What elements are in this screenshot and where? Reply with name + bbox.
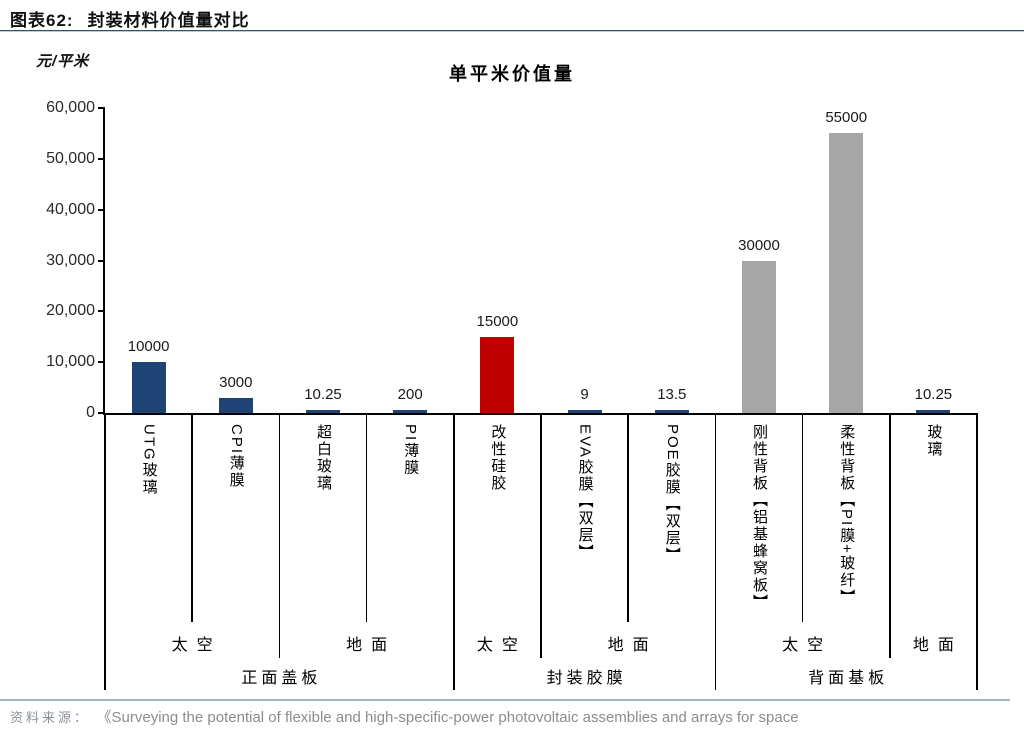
subgroup-label: 太空 <box>171 637 222 654</box>
category-divider <box>191 413 193 622</box>
category-divider <box>540 413 542 658</box>
category-label: EVA胶膜【双层】 <box>576 424 594 561</box>
category-divider <box>278 413 281 658</box>
category-label: 改性硅胶 <box>489 424 507 492</box>
figure-title: 封装材料价值量对比 <box>87 11 250 30</box>
y-axis-tick-mark <box>98 107 105 109</box>
bar <box>567 410 602 413</box>
subgroup-label: 地面 <box>912 637 963 654</box>
y-axis-tick-mark <box>98 361 105 364</box>
category-label: UTG玻璃 <box>140 424 158 496</box>
category-label: POE胶膜【双层】 <box>663 424 681 564</box>
chart-title: 单平米价值量 <box>449 64 575 84</box>
category-divider <box>714 413 717 690</box>
y-axis-tick-label: 30,000 <box>46 251 95 269</box>
y-axis-unit-label: 元/平米 <box>36 53 90 70</box>
bar-value-label: 3000 <box>219 373 253 391</box>
category-divider <box>801 413 804 622</box>
bar <box>218 397 253 413</box>
bar-value-label: 200 <box>397 386 423 403</box>
bar-value-label: 10000 <box>127 338 170 356</box>
category-divider <box>453 413 455 690</box>
y-axis-tick-mark <box>98 259 105 262</box>
category-label: PI薄膜 <box>402 424 420 477</box>
bar <box>654 410 689 413</box>
group-label: 背面基板 <box>808 670 889 687</box>
subgroup-label: 太空 <box>476 637 527 654</box>
subgroup-label: 太空 <box>782 637 833 654</box>
group-label: 封装胶膜 <box>546 670 627 687</box>
bar-value-label: 55000 <box>825 109 868 127</box>
bar <box>742 260 776 413</box>
y-axis-line <box>103 108 105 415</box>
y-axis-tick-mark <box>98 412 105 414</box>
bar <box>480 336 515 413</box>
category-divider <box>627 413 629 622</box>
y-axis-tick-label: 50,000 <box>46 149 95 167</box>
category-label: 刚性背板【铝基蜂窝板】 <box>751 424 768 611</box>
category-label: 超白玻璃 <box>315 424 332 492</box>
y-axis-tick-label: 40,000 <box>46 200 95 218</box>
y-axis-tick-label: 0 <box>86 404 95 421</box>
category-divider <box>104 413 106 690</box>
group-label: 正面盖板 <box>241 670 322 687</box>
bar-value-label: 30000 <box>738 236 780 254</box>
bar <box>306 410 340 413</box>
category-divider <box>889 413 891 658</box>
bar <box>393 410 428 413</box>
footer-divider <box>0 699 1010 701</box>
source-line: 资料来源： 《Surveying the potential of flexibl… <box>10 706 1020 727</box>
bar-value-label: 10.25 <box>304 386 342 403</box>
header-divider <box>0 30 1024 32</box>
subgroup-label: 地面 <box>607 637 658 654</box>
subgroup-label: 地面 <box>346 637 397 654</box>
y-axis-tick-mark <box>98 310 105 313</box>
bar <box>131 362 166 413</box>
source-label: 资料来源： <box>10 710 91 725</box>
bar <box>916 410 951 413</box>
y-axis-tick-mark <box>98 157 105 160</box>
category-divider <box>976 413 978 690</box>
figure-header: 图表62: 封装材料价值量对比 <box>10 6 250 31</box>
y-axis-tick-label: 10,000 <box>46 353 95 371</box>
y-axis-tick-label: 60,000 <box>46 99 95 116</box>
source-text: 《Surveying the potential of flexible and… <box>104 709 799 726</box>
bar <box>829 133 864 413</box>
bar-value-label: 13.5 <box>657 386 687 403</box>
bar-value-label: 9 <box>580 386 589 403</box>
figure-label: 图表62: <box>10 11 74 30</box>
bar-value-label: 15000 <box>476 312 519 330</box>
category-label: CPI薄膜 <box>227 424 245 490</box>
bar-value-label: 10.25 <box>914 386 953 403</box>
category-divider <box>365 413 368 622</box>
category-label: 玻璃 <box>925 424 943 458</box>
y-axis-tick-label: 20,000 <box>46 302 95 320</box>
category-label: 柔性背板【PI膜+玻纤】 <box>838 424 856 606</box>
y-axis-tick-mark <box>98 208 105 211</box>
